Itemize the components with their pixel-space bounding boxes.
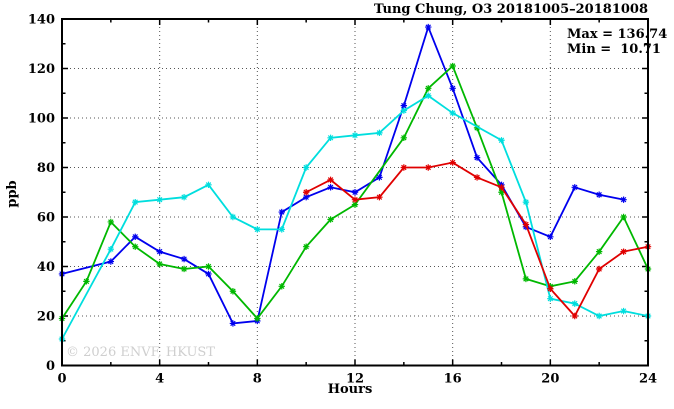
watermark: © 2026 ENVF, HKUST [66,345,215,360]
series-2-green-line [61,64,649,320]
series-1-blue-line [61,24,624,325]
y-tick-label: 40 [37,260,55,275]
y-tick-label: 60 [37,211,55,226]
plot-border [61,18,649,367]
y-axis-label: ppb [5,180,20,207]
series-1-blue-markers [58,23,627,327]
x-tick-label: 20 [541,372,559,387]
x-tick-label: 16 [444,372,462,387]
x-tick-label: 24 [639,372,657,387]
legend-min-value: Min = 10.71 [567,42,661,57]
series-4-red-markers [302,159,652,320]
x-tick-label: 4 [155,372,164,387]
y-tick-label: 0 [46,359,55,374]
x-tick-label: 0 [57,372,66,387]
x-tick-label: 8 [253,372,262,387]
x-tick-label: 12 [346,372,364,387]
y-tick-label: 100 [28,112,55,127]
y-tick-label: 20 [37,310,55,325]
chart-generated-layer: 0 4 8 12 16 20 24 0 20 40 60 80 100 120 140 [28,13,657,387]
y-tick-label: 80 [37,161,55,176]
y-tick-label: 120 [28,62,55,77]
legend-max-value: Max = 136.74 [567,27,667,42]
chart-title: Tung Chung, O3 20181005–20181008 [374,2,648,17]
x-axis-label: Hours [328,382,373,397]
y-tick-label: 140 [28,13,55,28]
series-4-red-line [305,161,649,318]
